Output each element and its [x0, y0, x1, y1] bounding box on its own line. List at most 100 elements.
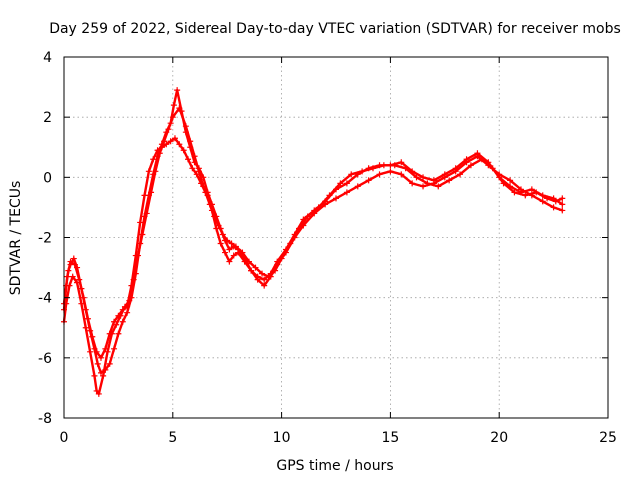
- data-point: [544, 195, 551, 202]
- data-point: [245, 258, 252, 265]
- data-point: [202, 189, 209, 196]
- data-point: [441, 174, 448, 181]
- data-point: [552, 198, 559, 205]
- data-point: [254, 276, 261, 283]
- data-point: [93, 387, 100, 394]
- y-tick-label: -4: [38, 291, 52, 307]
- data-point: [95, 390, 102, 397]
- data-point: [148, 189, 155, 196]
- data-point: [343, 189, 350, 196]
- data-point: [150, 156, 157, 163]
- data-point: [261, 282, 268, 289]
- axis-tick-labels: 0 5 10 15 20 25 -8 -6 -4 -2 0 2 4: [38, 50, 617, 446]
- data-point: [457, 171, 464, 178]
- data-point: [343, 180, 350, 187]
- data-point: [391, 162, 398, 169]
- data-point: [82, 324, 89, 331]
- data-point: [409, 180, 416, 187]
- data-point: [222, 249, 229, 256]
- data-point: [104, 348, 111, 355]
- data-point: [176, 141, 183, 148]
- data-point: [304, 213, 311, 220]
- y-axis-label: SDTVAR / TECUs: [8, 181, 24, 296]
- data-point: [226, 246, 233, 253]
- data-point: [315, 204, 322, 211]
- data-point: [376, 171, 383, 178]
- data-point: [187, 138, 194, 145]
- data-point: [365, 177, 372, 184]
- data-point: [143, 210, 150, 217]
- data-point: [478, 156, 485, 163]
- data-point: [369, 165, 376, 172]
- data-point: [139, 231, 146, 238]
- y-tick-label: -6: [38, 351, 52, 367]
- data-point: [333, 195, 339, 202]
- series-track-c: [61, 135, 566, 361]
- data-point: [219, 231, 226, 238]
- data-point: [467, 162, 474, 169]
- y-tick-label: 0: [43, 170, 52, 186]
- axis-ticks: [63, 56, 609, 419]
- data-point: [539, 198, 546, 205]
- data-point: [71, 261, 78, 268]
- x-tick-label: 15: [381, 430, 399, 446]
- data-point: [230, 252, 237, 259]
- data-point: [137, 219, 144, 226]
- data-point: [420, 183, 427, 190]
- y-tick-label: -2: [38, 231, 52, 247]
- data-point: [94, 360, 101, 367]
- data-point: [102, 345, 109, 352]
- data-point: [402, 165, 409, 172]
- data-point: [171, 135, 178, 142]
- chart-title: Day 259 of 2022, Sidereal Day-to-day VTE…: [49, 21, 621, 37]
- data-point: [195, 168, 202, 175]
- data-point: [232, 243, 239, 250]
- data-point: [185, 156, 192, 163]
- data-point: [78, 300, 85, 307]
- data-point: [522, 192, 529, 199]
- data-point: [111, 318, 118, 325]
- data-point: [206, 201, 213, 208]
- x-tick-label: 25: [599, 430, 617, 446]
- data-point: [191, 153, 198, 160]
- data-point: [124, 309, 131, 316]
- data-point: [489, 165, 496, 172]
- data-point: [193, 171, 200, 178]
- data-point: [265, 273, 272, 280]
- data-point: [398, 171, 405, 178]
- data-point: [322, 201, 329, 208]
- data-point: [387, 168, 394, 175]
- data-point: [182, 123, 189, 130]
- data-point: [420, 174, 427, 181]
- data-point: [252, 264, 259, 271]
- data-point: [507, 177, 514, 184]
- data-point: [413, 174, 420, 181]
- data-point: [156, 150, 163, 157]
- data-point: [398, 159, 405, 166]
- y-tick-label: 2: [43, 110, 52, 126]
- x-axis-label: GPS time / hours: [276, 458, 393, 474]
- data-point: [215, 222, 222, 229]
- data-point: [76, 276, 83, 283]
- data-point: [424, 180, 431, 187]
- data-point: [224, 237, 231, 244]
- data-point: [180, 147, 187, 154]
- x-tick-label: 0: [60, 430, 69, 446]
- data-series: [61, 87, 566, 397]
- data-point: [261, 276, 268, 283]
- data-point: [463, 159, 470, 166]
- data-point: [119, 318, 126, 325]
- data-point: [111, 345, 118, 352]
- data-point: [163, 141, 170, 148]
- data-point: [272, 267, 279, 274]
- data-point: [69, 273, 76, 280]
- data-point: [115, 312, 122, 319]
- data-point: [559, 207, 566, 214]
- data-point: [100, 372, 107, 379]
- data-point: [169, 114, 176, 121]
- data-point: [70, 255, 77, 262]
- data-point: [278, 255, 285, 262]
- data-point: [165, 126, 172, 133]
- data-point: [380, 162, 387, 169]
